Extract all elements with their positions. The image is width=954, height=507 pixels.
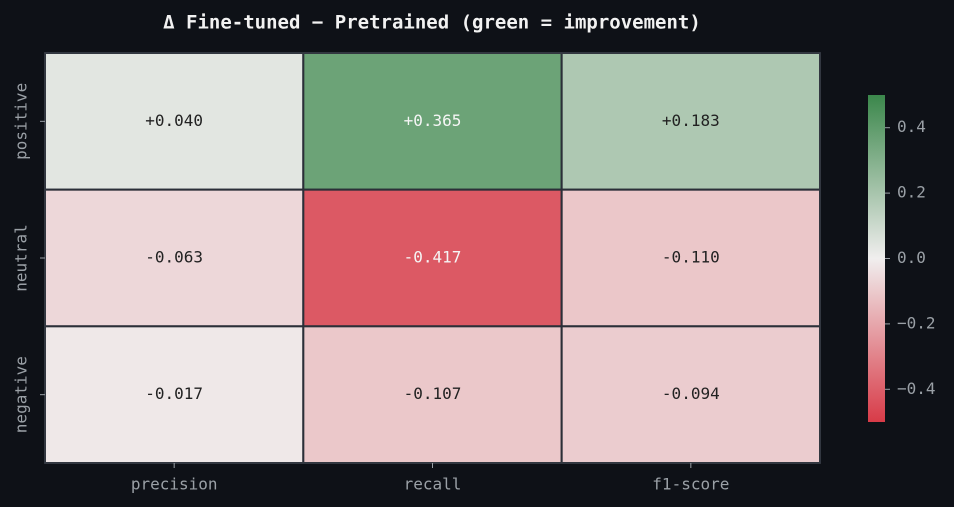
- colorbar-tick-label: 0.4: [897, 117, 926, 136]
- x-tick-label: precision: [131, 475, 218, 494]
- colorbar-tick-label: −0.2: [897, 313, 936, 332]
- cell-label: -0.107: [404, 384, 462, 403]
- y-tick-label: positive: [12, 83, 31, 160]
- cell-label: -0.094: [662, 384, 720, 403]
- cell-label: +0.183: [662, 111, 720, 130]
- heatmap-cell: [302, 188, 563, 328]
- cell-label: +0.040: [145, 111, 203, 130]
- heatmap-cell: [44, 188, 305, 328]
- colorbar-tick-label: −0.4: [897, 379, 936, 398]
- y-tick-label: negative: [12, 356, 31, 433]
- colorbar-tick-label: 0.0: [897, 248, 926, 267]
- heatmap-cell: [302, 52, 563, 191]
- heatmap-cell: [44, 52, 305, 191]
- cell-label: -0.110: [662, 248, 720, 267]
- cell-label: -0.017: [145, 384, 203, 403]
- colorbar-tick-label: 0.2: [897, 183, 926, 202]
- y-tick-label: neutral: [12, 224, 31, 291]
- x-tick-label: recall: [404, 475, 462, 494]
- cell-label: +0.365: [404, 111, 462, 130]
- x-tick-label: f1-score: [652, 475, 729, 494]
- chart-title: Δ Fine-tuned − Pretrained (green = impro…: [163, 12, 701, 34]
- cell-label: -0.063: [145, 248, 203, 267]
- heatmap-cell: [560, 188, 822, 328]
- heatmap-cell: [302, 325, 563, 465]
- colorbar: [868, 95, 885, 422]
- cell-label: -0.417: [404, 248, 462, 267]
